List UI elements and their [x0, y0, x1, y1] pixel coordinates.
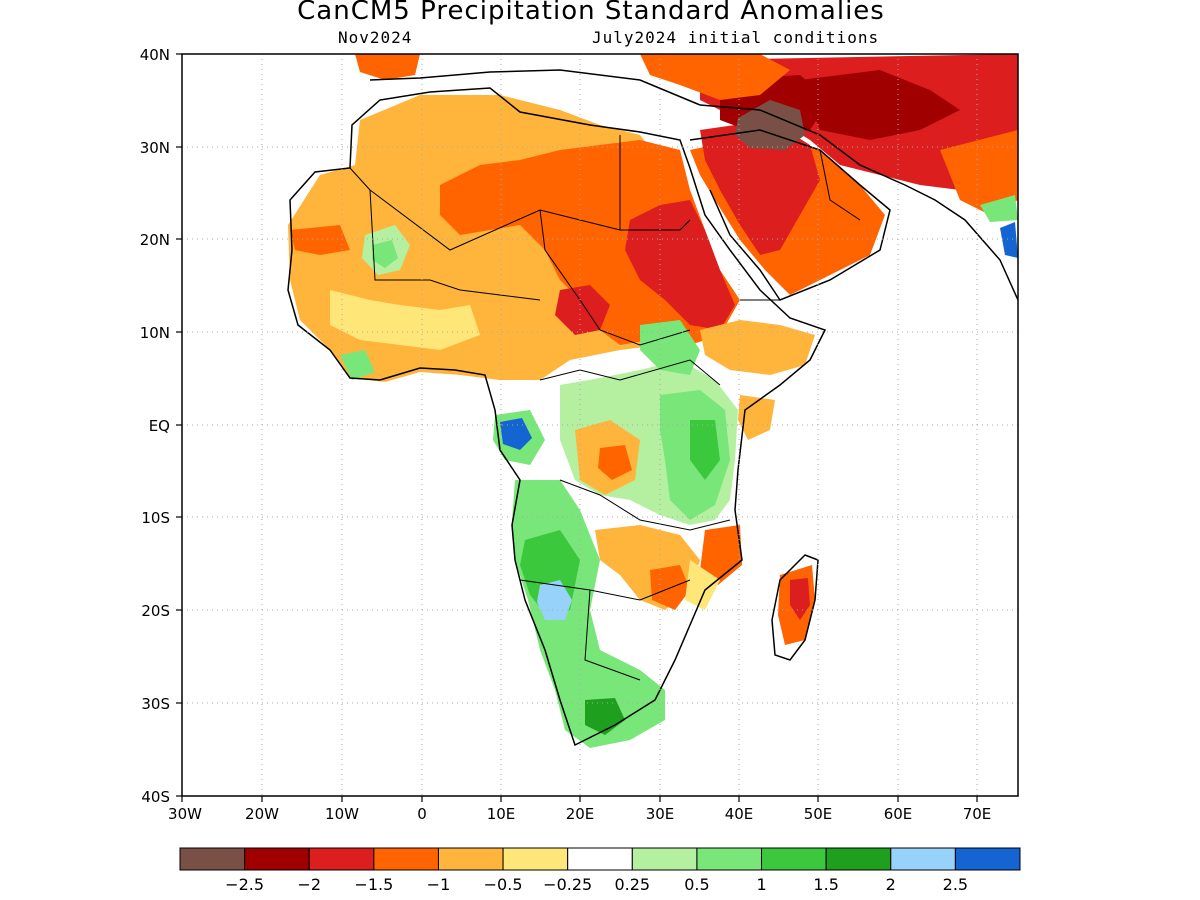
colorbar-swatch [761, 847, 827, 871]
anomaly-lightblue-namibia [537, 580, 572, 620]
anomaly-blue-india [1000, 222, 1018, 258]
lat-label: 40N [140, 46, 170, 64]
lon-label: 20E [566, 805, 595, 823]
colorbar-swatch [437, 847, 504, 871]
anomaly-red-madagascar [790, 578, 810, 620]
colorbar-swatch [308, 847, 375, 871]
colorbar-swatch [890, 847, 956, 871]
anomaly-orange-kenya [738, 395, 775, 440]
anomaly-red-sudan [625, 200, 735, 330]
anomaly-red-arabia [700, 120, 820, 255]
colorbar-swatch [631, 847, 698, 871]
lat-label: 30N [140, 139, 170, 157]
anomaly-red-chad [555, 285, 610, 335]
lat-label: 20N [140, 231, 170, 249]
colorbar-label: −2 [297, 875, 321, 894]
anomaly-orange-iberia [355, 54, 420, 80]
colorbar [179, 847, 1021, 871]
colorbar-label: 1 [756, 875, 766, 894]
lat-label: 40S [141, 788, 170, 806]
lat-label: 10N [140, 324, 170, 342]
colorbar-label: −2.5 [225, 875, 264, 894]
colorbar-labels: −2.5 −2 −1.5 −1 −0.5 −0.25 0.25 0.5 1 1.5 2 2.5 [225, 875, 968, 894]
colorbar-swatch [179, 847, 246, 871]
colorbar-swatch [954, 847, 1021, 871]
colorbar-swatch [696, 847, 763, 871]
anomaly-blue-gabon [500, 418, 532, 450]
lon-label: 70E [963, 805, 992, 823]
colorbar-label: −0.5 [484, 875, 523, 894]
colorbar-swatch [567, 847, 633, 871]
colorbar-label: 2.5 [943, 875, 968, 894]
anomaly-green-westafrica [340, 350, 375, 380]
lat-label: EQ [149, 417, 170, 435]
lon-label: 50E [804, 805, 833, 823]
anomaly-orange-india [940, 130, 1018, 215]
map-title: CanCM5 Precipitation Standard Anomalies [297, 0, 885, 26]
lon-label: 30E [646, 805, 675, 823]
anomaly-darkorange-congo [598, 445, 632, 480]
anomaly-green-india [980, 195, 1018, 222]
colorbar-label: −1.5 [354, 875, 393, 894]
lat-label: 30S [141, 695, 170, 713]
lon-label: 10W [325, 805, 359, 823]
anomaly-orange-mediterranean [640, 54, 790, 100]
lon-label: 40E [725, 805, 754, 823]
colorbar-label: 0.5 [684, 875, 709, 894]
colorbar-swatch [373, 847, 439, 871]
anomaly-yellow-wa [330, 290, 480, 350]
initial-conditions: July2024 initial conditions [592, 28, 880, 47]
lon-label: 20W [245, 805, 279, 823]
forecast-month: Nov2024 [338, 28, 413, 47]
anomaly-orange-west [290, 225, 350, 255]
colorbar-swatch [825, 847, 892, 871]
gridlines [182, 54, 1018, 796]
lon-label: 10E [487, 805, 516, 823]
lat-label: 10S [141, 509, 170, 527]
map-field [288, 54, 1018, 748]
coastlines [287, 69, 1018, 747]
anomaly-yellow-mozambique [685, 560, 720, 610]
country-borders [349, 135, 861, 681]
anomaly-midgreen-mali [372, 240, 398, 268]
anomaly-darkred-iran [800, 70, 960, 140]
colorbar-label: 0.25 [614, 875, 650, 894]
anomaly-brown-iraq [735, 100, 805, 150]
lat-label: 20S [141, 602, 170, 620]
colorbar-label: −1 [427, 875, 451, 894]
anomaly-midgreen-eastafrica [690, 420, 720, 480]
anomaly-orange-tanzania [700, 525, 742, 585]
colorbar-swatch [244, 847, 310, 871]
axis-ticks [176, 53, 978, 802]
colorbar-label: 2 [886, 875, 896, 894]
colorbar-swatch [502, 847, 569, 871]
colorbar-label: 1.5 [813, 875, 838, 894]
colorbar-label: −0.25 [543, 875, 592, 894]
lon-label: 60E [884, 805, 913, 823]
lon-label: 0 [417, 805, 427, 823]
anomaly-yellow-ethiopia [700, 320, 815, 375]
lon-label: 30W [168, 805, 202, 823]
